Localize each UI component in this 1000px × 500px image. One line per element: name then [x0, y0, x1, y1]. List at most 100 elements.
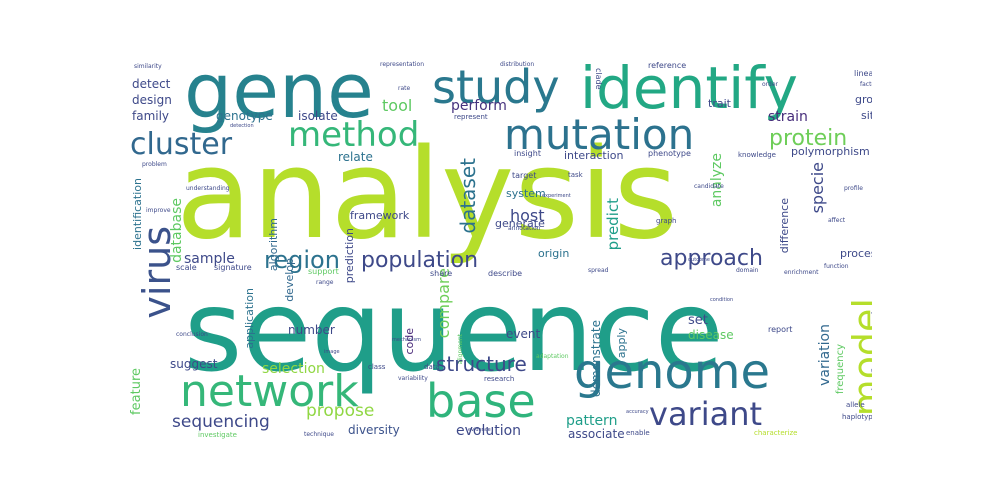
word-order: order — [762, 81, 778, 88]
word-allele: allele — [846, 401, 865, 409]
word-framework: framework — [350, 209, 410, 222]
word-spread: spread — [588, 267, 609, 274]
word-family: family — [132, 109, 170, 123]
word-study: study — [432, 60, 560, 114]
word-enrichment: enrichment — [784, 269, 819, 276]
word-similarity: similarity — [134, 63, 162, 70]
word-group: group — [855, 93, 872, 106]
word-affect: affect — [828, 217, 846, 224]
word-clade: clade — [594, 68, 603, 90]
word-condition: condition — [710, 297, 734, 303]
word-technique: technique — [304, 431, 334, 438]
word-gene: gene — [184, 58, 374, 135]
word-support: support — [308, 267, 339, 276]
word-report: report — [768, 325, 793, 334]
word-domain: domain — [736, 267, 759, 274]
word-specie: specie — [808, 162, 827, 214]
word-interaction: interaction — [564, 149, 624, 162]
word-candidate: candidate — [694, 183, 724, 190]
word-enable: enable — [626, 429, 650, 437]
word-generate: generate — [495, 217, 545, 230]
word-rate: rate — [398, 85, 411, 92]
word-graph: graph — [656, 217, 677, 225]
word-propose: propose — [306, 401, 375, 421]
word-problem: problem — [142, 161, 167, 168]
word-application: application — [243, 288, 256, 349]
word-scale: scale — [176, 263, 197, 272]
word-accuracy: accuracy — [626, 409, 649, 415]
word-variability: variability — [398, 375, 428, 382]
word-reference: reference — [648, 61, 687, 70]
word-predict: predict — [604, 198, 622, 251]
word-data: data — [424, 363, 440, 371]
word-host: host — [510, 206, 545, 225]
word-image: image — [324, 349, 340, 355]
word-distribution: distribution — [500, 61, 535, 68]
word-lineage: lineage — [854, 69, 872, 78]
word-algorithm: algorithm — [267, 218, 280, 272]
word-demonstrate: demonstrate — [589, 320, 603, 397]
word-evolution: evolution — [456, 423, 522, 439]
word-understanding: understanding — [186, 185, 230, 192]
word-population: population — [361, 248, 479, 273]
word-genotype: genotype — [216, 109, 273, 123]
word-variant: variant — [649, 395, 763, 433]
word-share: share — [430, 269, 453, 278]
word-database: database — [169, 198, 185, 263]
word-improve: improve — [146, 207, 171, 214]
word-identify: identify — [580, 58, 798, 122]
word-selection: selection — [262, 361, 325, 377]
word-associate: associate — [568, 427, 625, 441]
word-alignment: alignment — [457, 334, 464, 365]
word-suggest: suggest — [170, 357, 218, 371]
word-evidence: evidence — [468, 427, 491, 433]
word-prediction: prediction — [343, 228, 356, 284]
word-region: region — [264, 246, 340, 274]
word-network: network — [180, 366, 359, 417]
word-process: process — [840, 247, 872, 260]
word-insight: insight — [514, 149, 541, 158]
word-sample: sample — [184, 251, 235, 267]
word-sequencing: sequencing — [172, 412, 270, 432]
word-representation: representation — [380, 61, 425, 68]
word-relate: relate — [338, 150, 373, 164]
word-haplotype: haplotype — [842, 413, 872, 421]
word-adaptation: adaptation — [536, 353, 569, 360]
word-characterize: characterize — [754, 429, 798, 437]
word-tool: tool — [382, 96, 413, 115]
word-set: set — [688, 313, 708, 328]
word-annotation: annotation — [508, 225, 541, 232]
word-number: number — [288, 323, 335, 337]
word-information: information — [869, 288, 872, 392]
word-outcome: outcome — [688, 257, 710, 263]
word-cloud: analysis sequence gene identify study mu… — [128, 58, 872, 443]
word-dataset: dataset — [456, 158, 480, 234]
word-function: function — [824, 263, 849, 270]
word-target: target — [512, 171, 537, 180]
word-diversity: diversity — [348, 423, 400, 437]
word-site: site — [861, 109, 872, 122]
word-variation: variation — [817, 324, 833, 386]
word-structure: structure — [436, 352, 527, 376]
word-design: design — [132, 93, 172, 107]
word-perform: perform — [451, 98, 507, 114]
word-research: research — [484, 375, 515, 383]
word-method: method — [288, 115, 420, 155]
word-sequence: sequence — [184, 267, 724, 397]
word-range: range — [316, 279, 334, 286]
word-genome: genome — [574, 344, 771, 400]
word-feature: feature — [129, 368, 144, 415]
word-phenotype: phenotype — [648, 149, 691, 158]
word-event: event — [506, 327, 541, 341]
word-apply: apply — [615, 328, 628, 359]
word-identification: identification — [131, 178, 144, 250]
word-describe: describe — [488, 269, 523, 278]
word-develop: develop — [283, 258, 296, 302]
word-analysis: analysis — [176, 123, 679, 267]
word-approach: approach — [660, 246, 763, 271]
word-polymorphism: polymorphism — [791, 145, 870, 158]
word-compare: compare — [434, 268, 453, 339]
word-signature: signature — [214, 263, 252, 272]
word-disease: disease — [688, 328, 734, 342]
word-knowledge: knowledge — [738, 151, 776, 159]
